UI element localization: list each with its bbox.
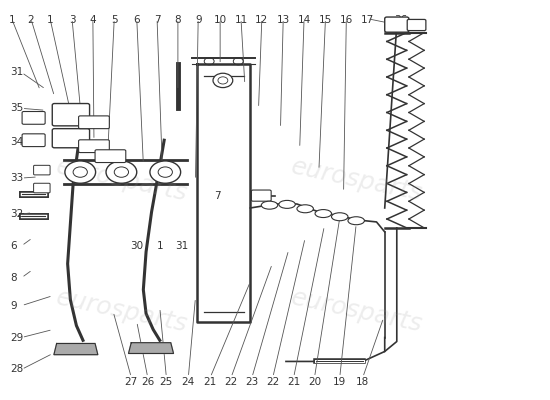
Circle shape	[213, 73, 233, 88]
Circle shape	[65, 161, 96, 183]
Text: 6: 6	[134, 15, 140, 25]
Text: eurosparts: eurosparts	[53, 154, 189, 206]
Ellipse shape	[315, 210, 332, 218]
Text: 12: 12	[255, 15, 268, 25]
Text: 7: 7	[214, 191, 221, 201]
Ellipse shape	[332, 213, 348, 221]
Text: 18: 18	[356, 376, 370, 386]
Text: 24: 24	[182, 376, 195, 386]
Text: 5: 5	[111, 15, 118, 25]
FancyBboxPatch shape	[34, 183, 50, 193]
Polygon shape	[129, 343, 173, 354]
Text: 11: 11	[234, 15, 248, 25]
Text: 6: 6	[10, 241, 17, 251]
Text: 34: 34	[10, 137, 24, 147]
Text: 14: 14	[298, 15, 311, 25]
FancyBboxPatch shape	[384, 17, 409, 32]
Text: 10: 10	[213, 15, 227, 25]
Text: 9: 9	[10, 301, 17, 311]
Text: 19: 19	[333, 376, 346, 386]
Text: 15: 15	[319, 15, 332, 25]
Text: 8: 8	[10, 273, 17, 283]
Text: 17: 17	[361, 15, 374, 25]
Text: 35: 35	[10, 103, 24, 113]
Text: 36: 36	[394, 15, 408, 25]
FancyBboxPatch shape	[407, 20, 426, 30]
Text: 20: 20	[308, 376, 321, 386]
Ellipse shape	[279, 200, 295, 208]
Text: 29: 29	[10, 332, 24, 342]
Ellipse shape	[261, 201, 278, 209]
Text: 8: 8	[174, 15, 181, 25]
Text: 32: 32	[10, 209, 24, 219]
Text: 4: 4	[90, 15, 96, 25]
FancyBboxPatch shape	[22, 112, 45, 124]
Text: eurosparts: eurosparts	[289, 154, 425, 206]
Text: eurosparts: eurosparts	[289, 286, 425, 337]
Text: 22: 22	[266, 376, 279, 386]
FancyBboxPatch shape	[79, 140, 109, 152]
Circle shape	[150, 161, 180, 183]
Text: 1: 1	[8, 15, 15, 25]
Text: 2: 2	[28, 15, 34, 25]
FancyBboxPatch shape	[22, 134, 45, 146]
Ellipse shape	[297, 205, 313, 213]
Text: 30: 30	[130, 241, 144, 251]
Text: 31: 31	[10, 68, 24, 78]
Text: 26: 26	[141, 376, 155, 386]
FancyBboxPatch shape	[52, 129, 90, 148]
Text: 13: 13	[277, 15, 290, 25]
Text: 7: 7	[154, 15, 161, 25]
Text: 27: 27	[125, 376, 138, 386]
FancyBboxPatch shape	[34, 165, 50, 175]
FancyBboxPatch shape	[95, 150, 126, 162]
FancyBboxPatch shape	[52, 104, 90, 126]
Circle shape	[106, 161, 137, 183]
Text: 1: 1	[157, 241, 163, 251]
Text: 9: 9	[195, 15, 201, 25]
Text: 3: 3	[69, 15, 75, 25]
Text: 25: 25	[160, 376, 173, 386]
Polygon shape	[54, 344, 98, 355]
Text: 22: 22	[224, 376, 238, 386]
Text: 21: 21	[287, 376, 300, 386]
Text: 31: 31	[175, 241, 188, 251]
Text: 33: 33	[10, 173, 24, 183]
Text: 23: 23	[245, 376, 258, 386]
Text: 16: 16	[340, 15, 353, 25]
Text: 28: 28	[10, 364, 24, 374]
Text: eurosparts: eurosparts	[53, 286, 189, 337]
Ellipse shape	[348, 217, 365, 225]
FancyBboxPatch shape	[79, 116, 109, 129]
Text: 1: 1	[47, 15, 53, 25]
FancyBboxPatch shape	[251, 190, 271, 201]
Text: 21: 21	[204, 376, 217, 386]
